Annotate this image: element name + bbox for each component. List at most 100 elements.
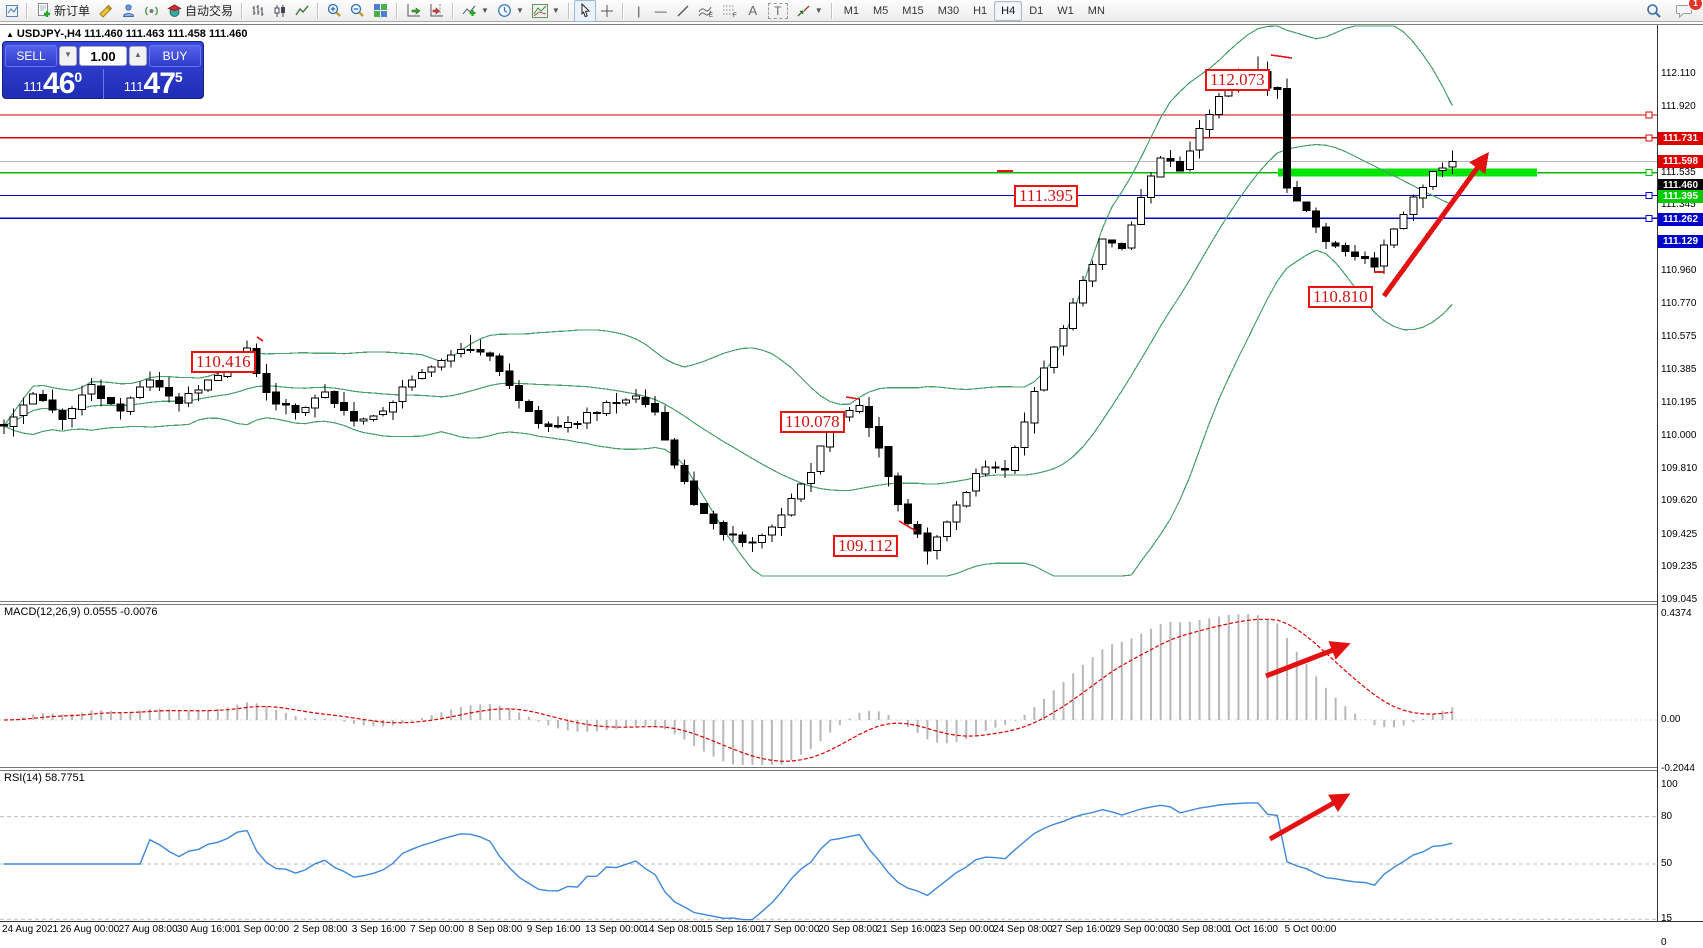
volume-decrease-button[interactable]: ▼ bbox=[59, 46, 77, 66]
buy-price[interactable]: 111 47 5 bbox=[104, 69, 204, 99]
candle-body bbox=[699, 503, 708, 515]
bar-chart-button[interactable] bbox=[247, 0, 269, 22]
timeframe-button-m30[interactable]: M30 bbox=[937, 4, 960, 17]
timeframe-button-mn[interactable]: MN bbox=[1087, 4, 1105, 17]
vertical-line-icon: | bbox=[637, 3, 641, 18]
community-button[interactable] bbox=[117, 0, 140, 22]
candle-body bbox=[447, 354, 456, 362]
buy-button[interactable]: BUY bbox=[149, 45, 201, 67]
candle-body bbox=[1312, 210, 1321, 228]
sell-button[interactable]: SELL bbox=[5, 45, 57, 67]
chart-shift-button[interactable] bbox=[425, 0, 448, 22]
candle-body bbox=[554, 424, 562, 428]
zoom-out-icon bbox=[350, 3, 364, 17]
level-end-marker bbox=[1645, 192, 1653, 199]
signals-button[interactable] bbox=[140, 0, 163, 22]
vertical-line-button[interactable]: | bbox=[628, 0, 650, 22]
candle-body bbox=[136, 386, 145, 398]
toolbar-separator bbox=[621, 2, 624, 19]
candle-body bbox=[379, 410, 388, 416]
indicators-button[interactable]: ▼ bbox=[458, 0, 493, 22]
line-chart-button[interactable] bbox=[291, 0, 313, 22]
candle-body bbox=[1351, 251, 1360, 258]
price-annotation[interactable]: 110.416 bbox=[191, 351, 256, 373]
candle-body bbox=[38, 393, 47, 401]
auto-scroll-icon bbox=[407, 4, 421, 17]
candlestick-chart-button[interactable] bbox=[269, 0, 291, 22]
tile-windows-button[interactable] bbox=[369, 0, 392, 22]
text-label-icon: T bbox=[767, 2, 788, 19]
candle-body bbox=[1059, 328, 1068, 347]
price-annotation[interactable]: 112.073 bbox=[1205, 69, 1270, 91]
candle-body bbox=[612, 401, 621, 404]
arrows-button[interactable]: ▼ bbox=[792, 0, 827, 22]
autotrading-button[interactable]: 自动交易 bbox=[163, 0, 237, 22]
panel-toggle-icon[interactable]: ▲ bbox=[6, 30, 14, 39]
rsi-pane[interactable] bbox=[0, 770, 1657, 944]
candle-body bbox=[1215, 96, 1223, 115]
pane-divider[interactable] bbox=[0, 601, 1657, 605]
timeframe-button-h4[interactable]: H4 bbox=[994, 0, 1023, 21]
candle-body bbox=[641, 396, 650, 406]
pane-divider[interactable] bbox=[0, 767, 1657, 771]
price-annotation[interactable]: 111.395 bbox=[1014, 185, 1078, 207]
time-axis-label: 30 Sep 08:00 bbox=[1168, 924, 1228, 935]
axis-tick-label: 0.4374 bbox=[1661, 608, 1692, 620]
svg-text:F: F bbox=[733, 13, 737, 18]
timeframe-button-h1[interactable]: H1 bbox=[973, 4, 988, 17]
candle-body bbox=[573, 422, 582, 425]
zoom-in-button[interactable] bbox=[323, 0, 346, 22]
metaeditor-button[interactable] bbox=[94, 0, 117, 22]
auto-scroll-button[interactable] bbox=[402, 0, 425, 22]
horizontal-line-button[interactable]: — bbox=[650, 0, 672, 22]
timeframe-button-d1[interactable]: D1 bbox=[1029, 4, 1044, 17]
price-tag: 111.395 bbox=[1658, 189, 1703, 203]
crosshair-button[interactable] bbox=[596, 0, 618, 22]
cursor-button[interactable] bbox=[573, 0, 596, 22]
text-button[interactable]: A bbox=[742, 0, 764, 22]
templates-button[interactable]: ▼ bbox=[528, 0, 564, 22]
candle-body bbox=[495, 355, 504, 372]
timeframe-button-m15[interactable]: M15 bbox=[902, 4, 924, 17]
svg-text:E: E bbox=[709, 13, 713, 18]
price-annotation[interactable]: 110.810 bbox=[1308, 286, 1373, 308]
axis-tick-label: 110.960 bbox=[1661, 265, 1697, 277]
axis-tick-label: 110.770 bbox=[1661, 297, 1697, 309]
trendline-button[interactable] bbox=[672, 0, 694, 22]
price-annotation[interactable]: 109.112 bbox=[833, 535, 898, 557]
trend-arrow bbox=[1268, 793, 1351, 842]
zoom-out-button[interactable] bbox=[346, 0, 369, 22]
dropdown-caret-icon: ▼ bbox=[814, 6, 823, 15]
candle-body bbox=[962, 491, 971, 507]
time-axis-label: 27 Sep 16:00 bbox=[1051, 924, 1111, 935]
toolbar-separator bbox=[567, 2, 570, 19]
volume-input[interactable] bbox=[79, 46, 127, 66]
fibonacci-button[interactable]: F bbox=[718, 0, 742, 22]
macd-pane[interactable] bbox=[0, 604, 1657, 767]
level-end-marker bbox=[1645, 111, 1653, 119]
equidistant-channel-icon: E bbox=[698, 6, 713, 18]
candle-body bbox=[942, 521, 951, 537]
time-axis-label: 5 Oct 00:00 bbox=[1284, 924, 1337, 935]
equidistant-channel-button[interactable]: E bbox=[694, 0, 718, 22]
candle-body bbox=[311, 397, 319, 409]
chat-button[interactable]: 1 bbox=[1672, 0, 1703, 22]
timeframe-button-w1[interactable]: W1 bbox=[1057, 4, 1074, 17]
timeframe-button-m5[interactable]: M5 bbox=[873, 4, 889, 17]
candle-body bbox=[592, 412, 601, 415]
price-annotation[interactable]: 110.078 bbox=[780, 411, 845, 433]
main-chart-pane[interactable] bbox=[0, 25, 1657, 577]
text-label-button[interactable]: T bbox=[764, 0, 792, 22]
volume-increase-button[interactable]: ▲ bbox=[129, 46, 147, 66]
candle-body bbox=[1390, 228, 1398, 246]
candle-body bbox=[155, 379, 164, 388]
candle-body bbox=[544, 423, 553, 428]
sell-price[interactable]: 111 46 0 bbox=[3, 69, 104, 99]
periods-button[interactable]: ▼ bbox=[493, 0, 528, 22]
toolbar-separator bbox=[241, 2, 244, 19]
timeframe-button-m1[interactable]: M1 bbox=[843, 4, 859, 17]
candle-body bbox=[1098, 238, 1107, 265]
new-order-button[interactable]: 新订单 bbox=[32, 0, 94, 22]
chart-window-button[interactable] bbox=[2, 0, 22, 22]
search-button[interactable] bbox=[1642, 0, 1666, 22]
